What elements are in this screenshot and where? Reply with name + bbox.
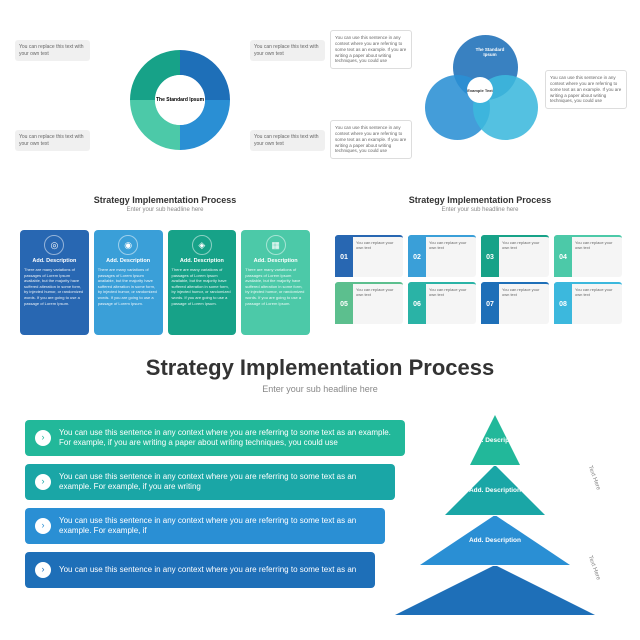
- number-box: 07You can replace your own text: [481, 282, 549, 324]
- note: You can replace this text with your own …: [250, 130, 325, 151]
- number-box: 02You can replace your own text: [408, 235, 476, 277]
- venn-label: The Standard Ipsum: [470, 47, 510, 57]
- number-badge: 07: [481, 284, 499, 324]
- note: You can replace this text with your own …: [15, 40, 90, 61]
- number-text: You can replace your own text: [499, 237, 549, 277]
- bar-text: You can use this sentence in any context…: [59, 428, 395, 449]
- chevron-icon: ›: [35, 562, 51, 578]
- number-box: 01You can replace your own text: [335, 235, 403, 277]
- slide3-title: Strategy Implementation Process: [10, 195, 320, 205]
- cards-row: ◎ Add. Description There are many variatio…: [20, 230, 310, 335]
- chevron-icon: ›: [35, 430, 51, 446]
- card-title: Add. Description: [98, 258, 159, 264]
- number-text: You can replace your own text: [353, 284, 403, 324]
- bar-text: You can use this sentence in any context…: [59, 565, 356, 575]
- card-icon: ◎: [44, 235, 64, 255]
- slide-cards: Strategy Implementation Process Enter yo…: [10, 195, 320, 345]
- bars-list: › You can use this sentence in any contex…: [25, 420, 405, 596]
- card-icon: ▦: [266, 235, 286, 255]
- number-badge: 05: [335, 284, 353, 324]
- slide-numbered: Strategy Implementation Process Enter yo…: [330, 195, 630, 345]
- number-boxes: 01You can replace your own text02You can…: [335, 235, 625, 324]
- card-icon: ◉: [118, 235, 138, 255]
- circular-diagram: The Standard Ipsum: [120, 40, 240, 160]
- chevron-icon: ›: [35, 518, 51, 534]
- number-box: 08You can replace your own text: [554, 282, 622, 324]
- card-icon: ◈: [192, 235, 212, 255]
- bar-item: › You can use this sentence in any contex…: [25, 552, 375, 588]
- venn-center: Example Text: [467, 77, 493, 103]
- number-box: 04You can replace your own text: [554, 235, 622, 277]
- venn-diagram: Example Text The Standard Ipsum: [425, 35, 535, 145]
- number-badge: 06: [408, 284, 426, 324]
- number-text: You can replace your own text: [572, 237, 622, 277]
- card: ◉ Add. Description There are many variatio…: [94, 230, 163, 335]
- bar-item: › You can use this sentence in any contex…: [25, 420, 405, 456]
- pyramid-label: Add. Description: [465, 487, 525, 494]
- card: ▦ Add. Description There are many variatio…: [241, 230, 310, 335]
- number-badge: 03: [481, 237, 499, 277]
- note: You can use this sentence in any context…: [330, 30, 412, 69]
- bar-text: You can use this sentence in any context…: [59, 472, 385, 493]
- number-text: You can replace your own text: [426, 284, 476, 324]
- number-text: You can replace your own text: [572, 284, 622, 324]
- pyramid-arrow-right: Text Here: [587, 465, 601, 491]
- number-badge: 04: [554, 237, 572, 277]
- slide5-title: Strategy Implementation Process: [10, 355, 630, 381]
- note: You can use this sentence in any context…: [545, 70, 627, 109]
- number-badge: 02: [408, 237, 426, 277]
- card-text: There are many variations of passages of…: [245, 267, 306, 306]
- card-text: There are many variations of passages of…: [98, 267, 159, 306]
- slide5-subtitle: Enter your sub headline here: [10, 384, 630, 394]
- number-box: 05You can replace your own text: [335, 282, 403, 324]
- note: You can use this sentence in any context…: [330, 120, 412, 159]
- pyramid-label: Add. Description: [465, 537, 525, 544]
- slide-circular: The Standard Ipsum You can replace this …: [10, 10, 320, 190]
- bar-text: You can use this sentence in any context…: [59, 516, 375, 537]
- pyramid-level: [395, 565, 595, 615]
- number-text: You can replace your own text: [499, 284, 549, 324]
- card-title: Add. Description: [172, 258, 233, 264]
- number-box: 03You can replace your own text: [481, 235, 549, 277]
- card: ◈ Add. Description There are many variatio…: [168, 230, 237, 335]
- slide3-subtitle: Enter your sub headline here: [10, 207, 320, 213]
- chevron-icon: ›: [35, 474, 51, 490]
- pyramid-label: Add. Description: [465, 437, 525, 444]
- bar-item: › You can use this sentence in any contex…: [25, 464, 395, 500]
- card: ◎ Add. Description There are many variatio…: [20, 230, 89, 335]
- card-text: There are many variations of passages of…: [172, 267, 233, 306]
- slide4-title: Strategy Implementation Process: [330, 195, 630, 205]
- circular-center: The Standard Ipsum: [155, 75, 205, 125]
- bar-item: › You can use this sentence in any contex…: [25, 508, 385, 544]
- number-text: You can replace your own text: [353, 237, 403, 277]
- slide-venn: Example Text The Standard Ipsum You can …: [330, 10, 630, 190]
- number-badge: 01: [335, 237, 353, 277]
- number-badge: 08: [554, 284, 572, 324]
- card-title: Add. Description: [24, 258, 85, 264]
- note: You can replace this text with your own …: [15, 130, 90, 151]
- slide-pyramid: Strategy Implementation Process Enter yo…: [10, 355, 630, 635]
- number-box: 06You can replace your own text: [408, 282, 476, 324]
- number-text: You can replace your own text: [426, 237, 476, 277]
- card-title: Add. Description: [245, 258, 306, 264]
- note: You can replace this text with your own …: [250, 40, 325, 61]
- slide4-subtitle: Enter your sub headline here: [330, 207, 630, 213]
- card-text: There are many variations of passages of…: [24, 267, 85, 306]
- pyramid: Text Here Text Here Add. DescriptionAdd.…: [405, 415, 585, 625]
